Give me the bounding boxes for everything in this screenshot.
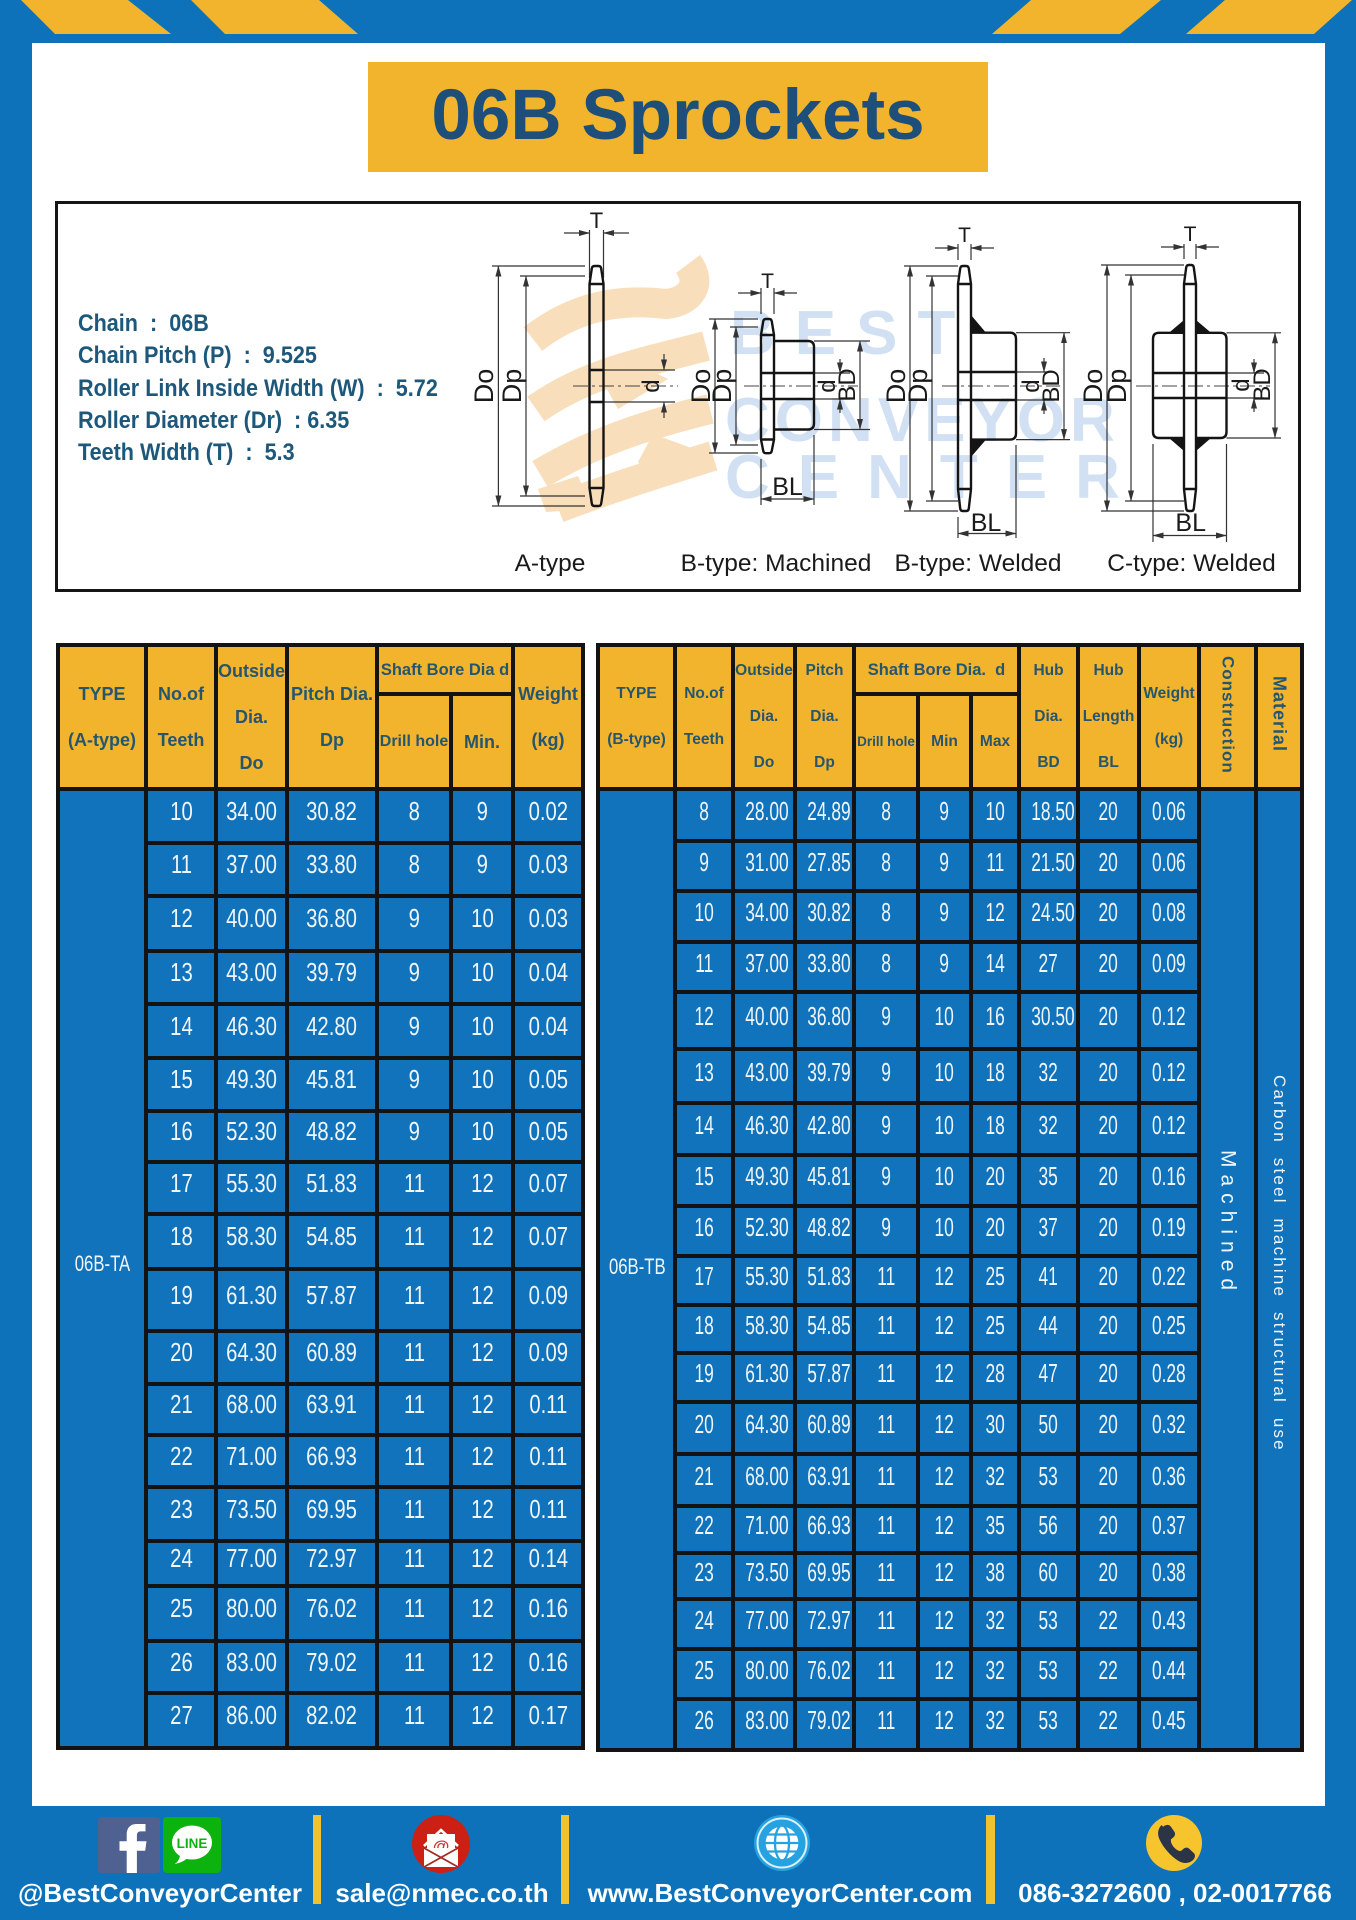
svg-text:B-type: Machined: B-type: Machined (681, 550, 872, 577)
svg-text:Do: Do (469, 369, 499, 404)
svg-text:T: T (590, 208, 603, 233)
svg-text:d: d (1228, 378, 1255, 391)
svg-text:LINE: LINE (177, 1836, 208, 1851)
svg-text:BEST: BEST (730, 299, 975, 368)
svg-text:BD: BD (834, 368, 861, 401)
svg-text:CONVEYOR: CONVEYOR (725, 386, 1120, 455)
svg-text:A-type: A-type (515, 550, 586, 577)
svg-text:BL: BL (1175, 509, 1206, 537)
svg-text:Do: Do (1078, 369, 1108, 404)
svg-text:Dp: Dp (497, 369, 527, 404)
svg-text:Dp: Dp (707, 369, 737, 404)
svg-text:Dp: Dp (903, 369, 933, 404)
svg-text:T: T (761, 270, 774, 293)
svg-text:Do: Do (686, 369, 716, 404)
svg-text:BL: BL (772, 473, 803, 501)
svg-text:T: T (1184, 223, 1197, 246)
svg-text:BL: BL (971, 509, 1002, 537)
svg-text:Dp: Dp (1102, 369, 1132, 404)
svg-text:C-type: Welded: C-type: Welded (1107, 550, 1275, 577)
svg-text:BD: BD (1249, 368, 1276, 401)
svg-text:T: T (958, 224, 971, 247)
svg-text:BD: BD (1038, 369, 1065, 402)
svg-text:B-type: Welded: B-type: Welded (894, 550, 1061, 577)
svg-text:d: d (814, 379, 841, 392)
svg-text:d: d (638, 379, 665, 392)
svg-text:d: d (1018, 379, 1045, 392)
svg-text:Do: Do (881, 369, 911, 404)
